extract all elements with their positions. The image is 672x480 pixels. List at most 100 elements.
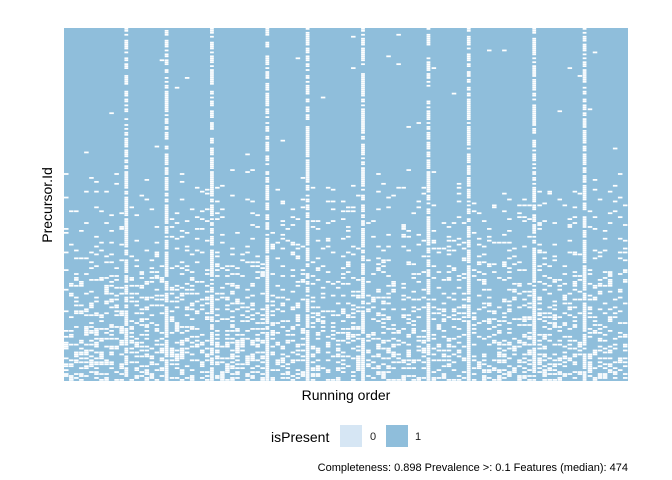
missing-cell	[607, 365, 613, 368]
missing-cell	[431, 277, 437, 279]
missing-cell	[295, 345, 301, 348]
missing-cell	[361, 365, 365, 368]
missing-cell	[144, 249, 150, 252]
missing-cell	[119, 330, 124, 332]
missing-cell	[361, 171, 365, 173]
missing-cell	[189, 379, 195, 381]
missing-cell	[361, 92, 365, 95]
missing-cell	[154, 294, 160, 297]
missing-cell	[456, 349, 462, 352]
missing-cell	[215, 292, 220, 295]
missing-cell	[386, 318, 391, 320]
missing-cell	[179, 371, 185, 373]
missing-cell	[426, 218, 431, 220]
missing-cell	[164, 228, 169, 230]
missing-cell	[139, 333, 145, 336]
missing-cell	[305, 322, 310, 324]
missing-cell	[451, 267, 457, 270]
missing-cell	[305, 257, 310, 260]
missing-cell	[386, 55, 391, 58]
missing-cell	[451, 314, 457, 317]
missing-cell	[74, 279, 79, 281]
missing-cell	[426, 212, 431, 215]
missing-cell	[537, 228, 542, 230]
missing-cell	[134, 304, 140, 307]
missing-cell	[582, 75, 587, 77]
missing-cell	[572, 377, 578, 379]
missing-cell	[230, 253, 235, 256]
missing-cell	[582, 275, 587, 277]
missing-cell	[466, 343, 471, 346]
missing-cell	[532, 331, 537, 334]
missing-cell	[164, 167, 169, 169]
missing-cell	[245, 288, 250, 291]
missing-cell	[164, 41, 169, 44]
missing-cell	[351, 328, 356, 330]
missing-cell	[315, 367, 321, 370]
missing-cell	[361, 359, 365, 362]
missing-cell	[507, 310, 512, 313]
missing-cell	[446, 359, 452, 362]
missing-cell	[532, 94, 537, 97]
missing-cell	[79, 361, 84, 364]
missing-cell	[582, 104, 587, 107]
missing-cell	[215, 377, 220, 379]
missing-cell	[466, 253, 471, 256]
missing-cell	[532, 296, 537, 299]
missing-cell	[124, 192, 129, 195]
missing-cell	[426, 163, 431, 166]
missing-cell	[174, 288, 180, 291]
missing-cell	[476, 271, 482, 273]
missing-cell	[210, 147, 214, 150]
missing-cell	[572, 316, 578, 319]
missing-cell	[119, 312, 124, 315]
missing-cell	[189, 359, 195, 362]
missing-cell	[562, 355, 568, 358]
missing-cell	[487, 335, 492, 338]
missing-cell	[532, 92, 537, 95]
missing-cell	[416, 339, 422, 342]
missing-cell	[466, 298, 471, 301]
missing-cell	[134, 300, 140, 303]
missing-cell	[532, 343, 537, 346]
missing-cell	[426, 316, 431, 319]
missing-cell	[572, 288, 578, 291]
missing-cell	[532, 112, 537, 115]
missing-cell	[361, 100, 365, 103]
missing-cell	[426, 110, 431, 113]
missing-cell	[220, 361, 225, 364]
missing-cell	[255, 312, 260, 315]
missing-cell	[305, 175, 310, 177]
missing-cell	[305, 235, 310, 238]
missing-cell	[230, 377, 235, 379]
missing-cell	[602, 249, 608, 252]
missing-cell	[617, 331, 623, 334]
missing-cell	[225, 265, 230, 268]
missing-cell	[582, 192, 587, 195]
missing-cell	[582, 271, 587, 273]
missing-cell	[225, 357, 230, 360]
missing-cell	[512, 263, 517, 266]
missing-cell	[361, 239, 365, 242]
missing-cell	[391, 324, 396, 326]
missing-cell	[164, 310, 169, 313]
missing-cell	[471, 316, 477, 319]
missing-cell	[582, 337, 587, 340]
missing-cell	[572, 324, 578, 326]
missing-cell	[225, 269, 230, 271]
missing-cell	[426, 226, 431, 228]
missing-cell	[235, 302, 240, 305]
missing-cell	[597, 361, 603, 364]
missing-cell	[466, 128, 471, 130]
missing-cell	[401, 245, 406, 248]
missing-cell	[597, 373, 603, 375]
missing-cell	[315, 239, 321, 242]
missing-cell	[210, 339, 214, 342]
missing-cell	[361, 337, 365, 340]
missing-cell	[466, 173, 471, 175]
missing-cell	[225, 298, 230, 301]
missing-cell	[602, 237, 608, 240]
missing-cell	[79, 304, 84, 307]
missing-cell	[265, 341, 270, 344]
missing-cell	[255, 322, 260, 324]
